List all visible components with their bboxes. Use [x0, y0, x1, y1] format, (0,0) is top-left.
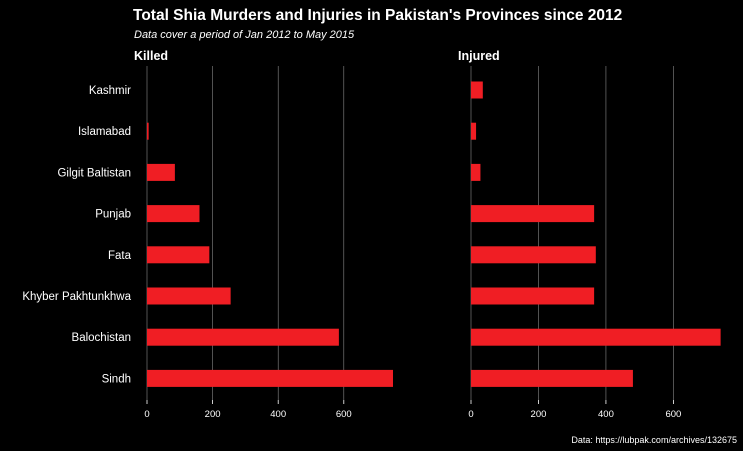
category-label: Punjab [95, 209, 131, 221]
x-tick-label: 600 [336, 409, 352, 420]
chart-subtitle: Data cover a period of Jan 2012 to May 2… [134, 29, 355, 41]
bar-killed-fata [147, 246, 210, 264]
panel-title: Killed [134, 49, 168, 63]
x-tick-label: 0 [144, 409, 149, 420]
x-tick-label: 200 [531, 409, 547, 420]
category-label: Khyber Pakhtunkhwa [22, 291, 131, 303]
category-label: Fata [108, 250, 132, 262]
panel-injured: Injured 0 200 400 600 [458, 49, 721, 420]
bar-injured-fata [471, 246, 596, 264]
x-tick-label: 200 [205, 409, 221, 420]
bar-injured-islamabad [471, 122, 477, 140]
x-tick-label: 400 [598, 409, 614, 420]
chart-title: Total Shia Murders and Injuries in Pakis… [133, 7, 622, 24]
x-tick-label: 0 [468, 409, 473, 420]
bar-injured-kashmir [471, 81, 483, 99]
bar-killed-islamabad [147, 122, 149, 140]
category-label: Sindh [102, 373, 131, 385]
bar-injured-sindh [471, 369, 633, 387]
panel-title: Injured [458, 49, 500, 63]
panel-killed: Killed 0 200 400 600 [134, 49, 393, 420]
bar-killed-khyber-pakhtunkhwa [147, 287, 231, 305]
category-label: Balochistan [72, 332, 131, 344]
bar-injured-khyber-pakhtunkhwa [471, 287, 595, 305]
category-labels: Kashmir Islamabad Gilgit Baltistan Punjab Fa… [22, 85, 131, 385]
x-tick-label: 400 [270, 409, 286, 420]
bar-killed-balochistan [147, 328, 339, 346]
x-tick-label: 600 [665, 409, 681, 420]
category-label: Kashmir [89, 85, 131, 97]
bar-killed-punjab [147, 205, 200, 223]
bar-injured-gilgit-baltistan [471, 163, 481, 181]
category-label: Gilgit Baltistan [57, 167, 131, 179]
bar-injured-balochistan [471, 328, 721, 346]
bar-injured-punjab [471, 205, 595, 223]
chart-caption: Data: https://lubpak.com/archives/132675 [571, 435, 737, 445]
bar-killed-sindh [147, 369, 393, 387]
bar-killed-gilgit-baltistan [147, 163, 175, 181]
category-label: Islamabad [78, 126, 131, 138]
panels: Killed 0 200 400 600 Injured 0 200 400 600 [134, 49, 721, 420]
